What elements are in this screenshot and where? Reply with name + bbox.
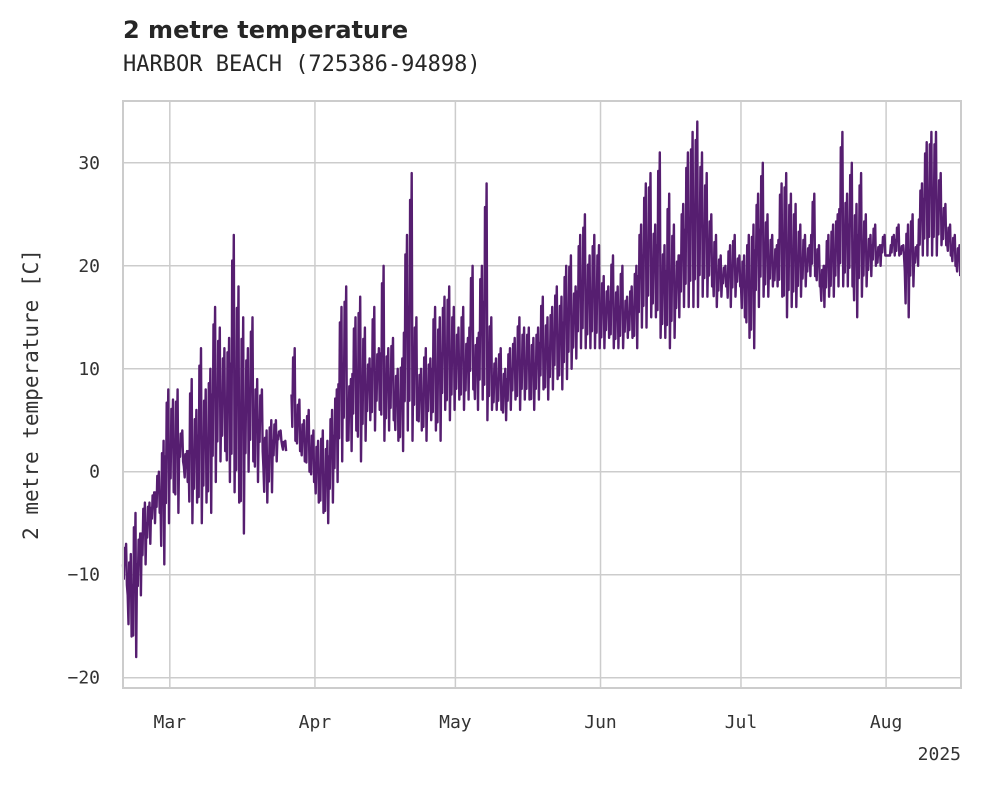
y-tick-label: 30 [78, 153, 100, 174]
plot-frame [122, 100, 962, 689]
x-tick-label: Apr [299, 712, 332, 733]
y-tick-label: −10 [67, 565, 100, 586]
x-tick-label: Jun [584, 712, 617, 733]
grid [123, 101, 961, 688]
temperature-series-line [290, 120, 962, 525]
y-tick-label: 10 [78, 359, 100, 380]
chart-title: 2 metre temperature [123, 16, 409, 44]
y-axis: −20 −10 0 10 20 30 [67, 153, 100, 689]
y-tick-label: −20 [67, 668, 100, 689]
x-axis: Mar Apr May Jun Jul Aug [154, 712, 903, 733]
temperature-series-line [121, 233, 288, 659]
y-tick-label: 20 [78, 256, 100, 277]
x-axis-offset-label: 2025 [918, 744, 961, 765]
x-tick-label: May [439, 712, 472, 733]
y-tick-label: 0 [89, 462, 100, 483]
x-tick-label: Aug [870, 712, 903, 733]
x-tick-label: Jul [725, 712, 758, 733]
y-axis-label: 2 metre temperature [C] [19, 249, 43, 540]
chart-subtitle: HARBOR BEACH (725386-94898) [123, 52, 481, 77]
x-tick-label: Mar [154, 712, 187, 733]
series-layer [121, 120, 962, 659]
